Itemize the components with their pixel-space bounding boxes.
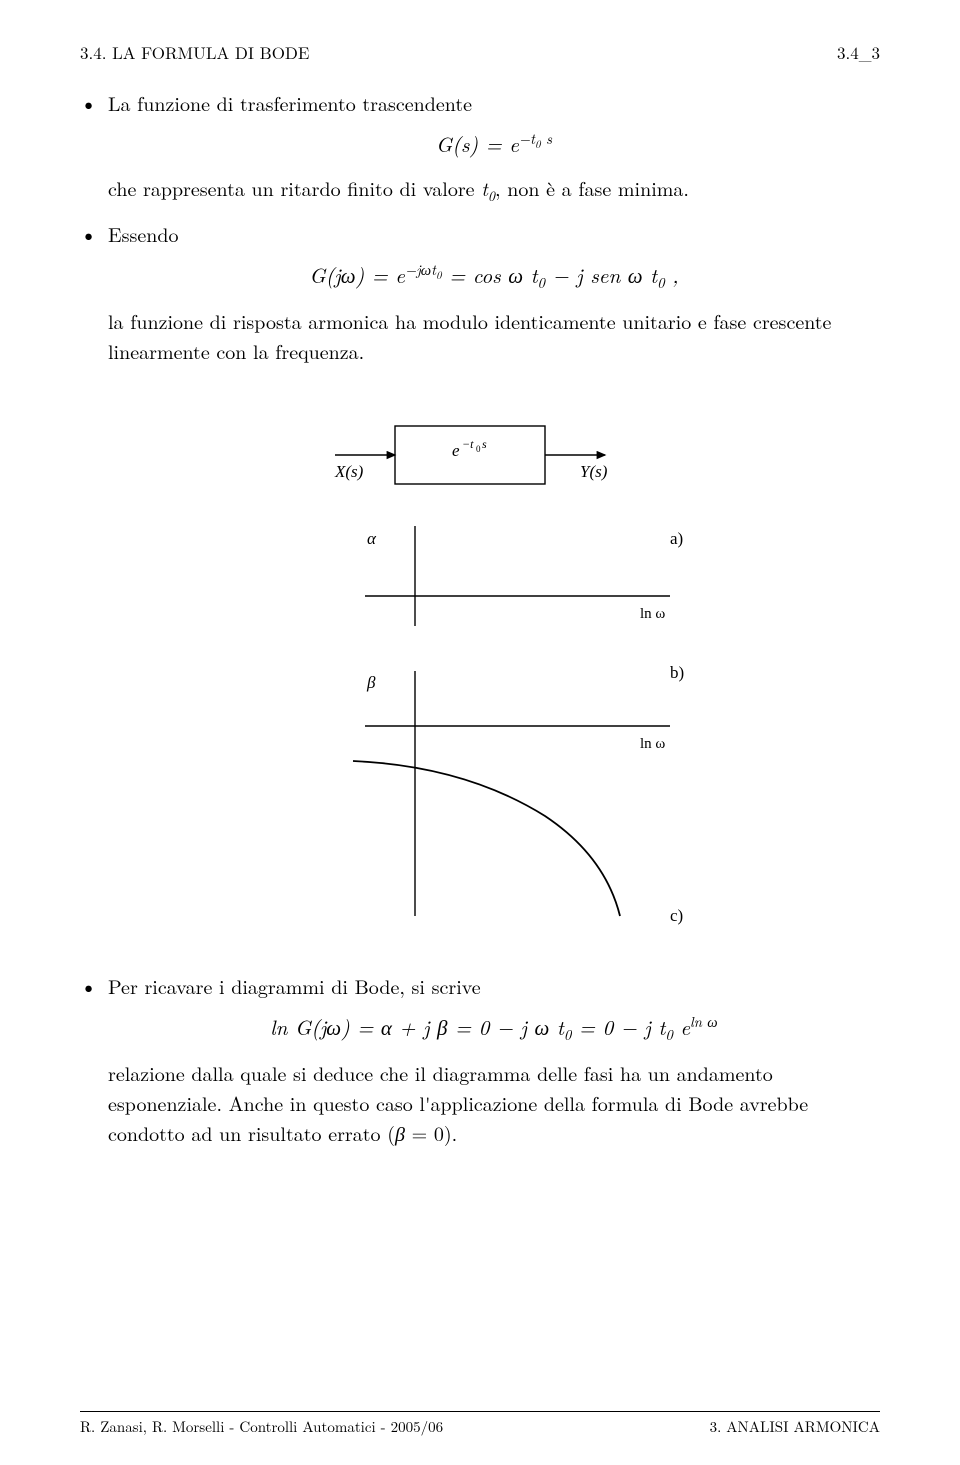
equation: G(jω) = e−jωt0 = cos ω t0 − j sen ω t0 , <box>108 259 880 294</box>
svg-text:b): b) <box>670 663 684 682</box>
bullet-text: la funzione di risposta armonica ha modu… <box>108 306 880 366</box>
figure-container: X(s) Y(s) e−t0s a) α ln ω b) β ln ω c) <box>80 416 880 936</box>
svg-text:X(s): X(s) <box>334 462 364 481</box>
page-header: 3.4. LA FORMULA DI BODE 3.4_3 <box>80 40 880 64</box>
bullet-dot-icon: • <box>80 971 108 1148</box>
bullet-text: Per ricavare i diagrammi di Bode, si scr… <box>108 971 880 1001</box>
bullet-dot-icon: • <box>80 88 108 207</box>
svg-text:ln ω: ln ω <box>640 606 665 622</box>
footer-left: R. Zanasi, R. Morselli - Controlli Autom… <box>80 1416 443 1437</box>
math-inline: β <box>395 1118 405 1147</box>
header-left: 3.4. LA FORMULA DI BODE <box>80 40 310 64</box>
header-right: 3.4_3 <box>837 40 880 64</box>
bullet-text: relazione dalla quale si deduce che il d… <box>108 1058 880 1148</box>
bullet-text: Essendo <box>108 219 880 249</box>
equation: ln G(jω) = α + j β = 0 − j ω t0 = 0 − j … <box>108 1011 880 1046</box>
bullet-dot-icon: • <box>80 219 108 366</box>
page-footer: R. Zanasi, R. Morselli - Controlli Autom… <box>80 1379 880 1437</box>
svg-text:c): c) <box>670 906 683 925</box>
main-content: • La funzione di trasferimento trascende… <box>80 88 880 1148</box>
svg-text:−t: −t <box>462 437 474 451</box>
math-inline: t <box>481 173 488 202</box>
equation: G(s) = e−t0 s <box>108 128 880 161</box>
svg-text:ln ω: ln ω <box>640 736 665 752</box>
svg-text:s: s <box>482 437 487 451</box>
svg-text:e: e <box>452 441 460 460</box>
svg-text:a): a) <box>670 529 683 548</box>
footer-right: 3. ANALISI ARMONICA <box>710 1416 880 1437</box>
svg-text:β: β <box>366 673 376 692</box>
bullet-item: • Per ricavare i diagrammi di Bode, si s… <box>80 971 880 1148</box>
svg-text:α: α <box>367 529 377 548</box>
bullet-text: La funzione di trasferimento trascendent… <box>108 88 880 118</box>
bode-figure: X(s) Y(s) e−t0s a) α ln ω b) β ln ω c) <box>265 416 695 936</box>
svg-text:Y(s): Y(s) <box>580 462 608 481</box>
bullet-item: • Essendo G(jω) = e−jωt0 = cos ω t0 − j … <box>80 219 880 366</box>
svg-text:0: 0 <box>476 444 481 454</box>
bullet-item: • La funzione di trasferimento trascende… <box>80 88 880 207</box>
bullet-text: che rappresenta un ritardo finito di val… <box>108 173 880 207</box>
